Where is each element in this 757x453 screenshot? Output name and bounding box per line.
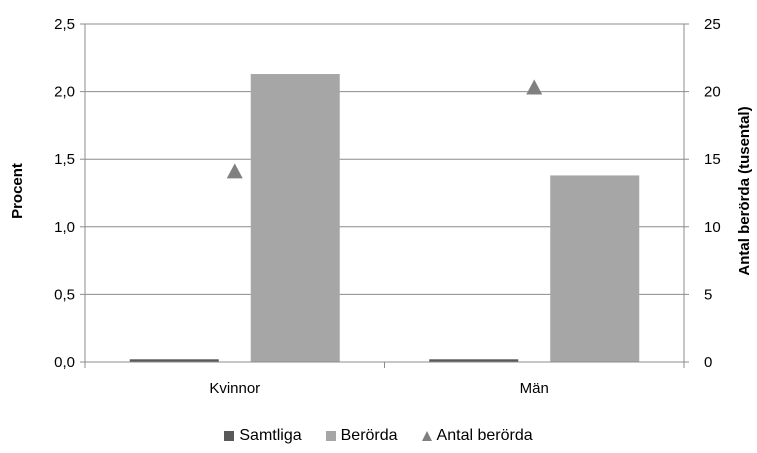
right-tick-label: 5 (704, 286, 712, 303)
marker (526, 79, 543, 95)
legend-swatch-berorda (325, 431, 336, 441)
right-tick-label: 10 (704, 219, 721, 236)
markers (226, 79, 543, 179)
left-axis-ticks: 0,0 0,5 1,0 1,5 2,0 2,5 (54, 16, 85, 371)
left-tick-label: 0,0 (54, 354, 75, 371)
category-label: Kvinnor (209, 380, 260, 397)
legend-swatch-samtliga (224, 431, 235, 441)
left-tick-label: 1,0 (54, 219, 75, 236)
left-tick-label: 0,5 (54, 286, 75, 303)
bar (429, 359, 519, 362)
right-tick-label: 0 (704, 354, 712, 371)
legend-item-samtliga: Samtliga (224, 427, 302, 445)
legend-swatch-antal-berorda (421, 431, 432, 441)
bar (550, 175, 640, 362)
legend: Samtliga Berörda Antal berörda (0, 427, 757, 445)
combo-chart: 0,0 0,5 1,0 1,5 2,0 2,5 0 5 10 15 20 25 Kvinnor Män… (9, 16, 753, 397)
right-tick-label: 25 (704, 16, 721, 33)
legend-item-antal-berorda: Antal berörda (421, 427, 533, 445)
legend-item-berorda: Berörda (325, 427, 398, 445)
right-tick-label: 15 (704, 151, 721, 168)
bars (129, 74, 640, 363)
right-axis-title: Antal berörda (tusental) (736, 106, 753, 275)
category-label: Män (520, 380, 549, 397)
right-tick-label: 20 (704, 84, 721, 101)
left-tick-label: 2,0 (54, 84, 75, 101)
category-axis-ticks: Kvinnor Män (84, 362, 685, 397)
bar (129, 359, 219, 362)
left-tick-label: 1,5 (54, 151, 75, 168)
marker (226, 163, 243, 179)
legend-label-samtliga: Samtliga (239, 427, 302, 444)
legend-label-berorda: Berörda (340, 427, 398, 444)
left-axis-title: Procent (9, 163, 26, 219)
bar (250, 74, 340, 363)
left-tick-label: 2,5 (54, 16, 75, 33)
legend-label-antal-berorda: Antal berörda (436, 427, 533, 444)
right-axis-ticks: 0 5 10 15 20 25 (684, 16, 721, 371)
